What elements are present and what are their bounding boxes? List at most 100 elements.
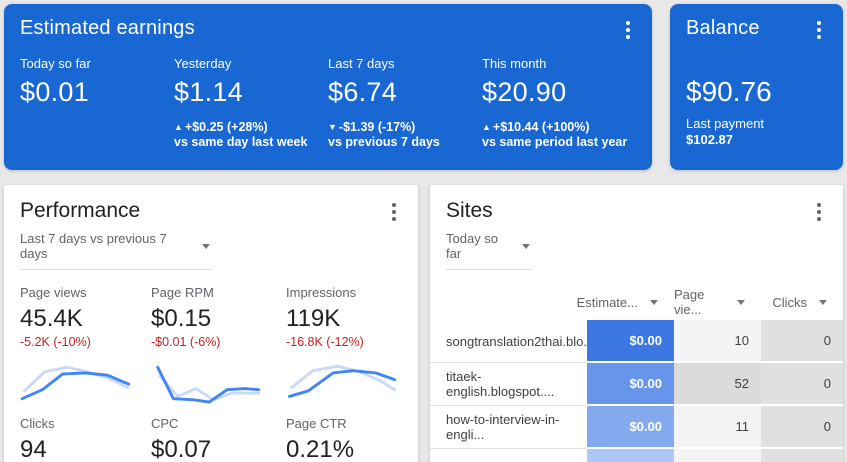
metric-value: 0.21% bbox=[286, 436, 355, 462]
page-views-cell: 11 bbox=[674, 406, 761, 449]
metric-change-text: -$1.39 (-17%) bbox=[338, 120, 416, 134]
down-arrow-icon: ▼ bbox=[328, 122, 337, 132]
metric-change: ▼ -$1.39 (-17%) bbox=[328, 120, 482, 134]
metric-last-7-days: Last 7 days $6.74 ▼ -$1.39 (-17%) vs prev… bbox=[328, 56, 482, 149]
rpm-sparkline bbox=[156, 365, 260, 404]
performance-column-impressions: Impressions 119K -16.8K (-12%) Page CTR … bbox=[286, 285, 402, 462]
sort-page-views[interactable]: Page vie... bbox=[674, 287, 761, 317]
sort-estimated-earnings[interactable]: Estimate... bbox=[577, 295, 674, 310]
performance-range-selector[interactable]: Last 7 days vs previous 7 days bbox=[20, 225, 212, 270]
metric-value: 45.4K bbox=[20, 305, 83, 332]
column-header-label: Page vie... bbox=[674, 287, 705, 317]
site-name bbox=[430, 449, 587, 462]
performance-column-pageviews: Page views 45.4K -5.2K (-10%) Clicks 94 … bbox=[20, 285, 151, 462]
column-header-label: Clicks bbox=[772, 294, 807, 310]
clicks-cell: 0 bbox=[761, 406, 843, 449]
clicks-cell: 0 bbox=[761, 363, 843, 406]
performance-metrics-grid: Page views 45.4K -5.2K (-10%) Clicks 94 … bbox=[20, 285, 402, 462]
metric-value: $0.07 bbox=[151, 436, 212, 462]
table-row: songtranslation2thai.blo... $0.00 10 0 bbox=[430, 320, 843, 363]
sites-header: Sites Today so far bbox=[430, 199, 843, 270]
more-options-icon[interactable] bbox=[386, 199, 402, 225]
chevron-down-icon bbox=[202, 243, 210, 249]
metric-today-so-far: Today so far $0.01 bbox=[20, 56, 174, 149]
metric-change: -16.8K (-12%) bbox=[286, 335, 364, 349]
estimated-earnings-header: Estimated earnings bbox=[20, 17, 636, 43]
last-payment-value: $102.87 bbox=[686, 132, 733, 147]
performance-card: Performance Last 7 days vs previous 7 da… bbox=[4, 185, 418, 462]
up-arrow-icon: ▲ bbox=[482, 122, 491, 132]
metric-compare: vs previous 7 days bbox=[328, 135, 440, 149]
balance-header: Balance bbox=[686, 17, 827, 43]
pageviews-sparkline bbox=[20, 365, 131, 401]
metric-value: $1.14 bbox=[174, 77, 244, 107]
chevron-down-icon bbox=[522, 243, 530, 249]
more-options-icon[interactable] bbox=[811, 17, 827, 43]
table-row: titaek-english.blogspot.... $0.00 52 0 bbox=[430, 363, 843, 406]
earnings-metrics-row: Today so far $0.01 Yesterday $1.14 ▲ +$0.… bbox=[20, 56, 636, 149]
metric-label: Yesterday bbox=[174, 56, 232, 71]
table-row: $0.00 bbox=[430, 449, 843, 462]
sites-card: Sites Today so far Estimate... Page bbox=[430, 185, 843, 462]
metric-value: $0.15 bbox=[151, 305, 212, 332]
metric-compare: vs same period last year bbox=[482, 135, 628, 149]
chevron-down-icon bbox=[819, 299, 827, 305]
balance-title: Balance bbox=[686, 17, 760, 39]
up-arrow-icon: ▲ bbox=[174, 122, 183, 132]
estimated-earnings-cell: $0.00 bbox=[587, 363, 674, 406]
performance-title: Performance bbox=[20, 199, 141, 222]
chevron-down-icon bbox=[737, 299, 745, 305]
last-payment-label: Last payment bbox=[686, 116, 765, 131]
table-row: how-to-interview-in-engli... $0.00 11 0 bbox=[430, 406, 843, 449]
estimated-earnings-cell: $0.00 bbox=[587, 320, 674, 363]
page-views-cell: 10 bbox=[674, 320, 761, 363]
metric-change-text: +$0.25 (+28%) bbox=[184, 120, 268, 134]
metric-label: Impressions bbox=[286, 285, 357, 300]
site-name: titaek-english.blogspot.... bbox=[430, 363, 587, 406]
more-options-icon[interactable] bbox=[620, 17, 636, 43]
clicks-cell bbox=[761, 449, 843, 462]
metric-label: Page CTR bbox=[286, 416, 347, 431]
chevron-down-icon bbox=[650, 299, 658, 305]
estimated-earnings-cell: $0.00 bbox=[587, 449, 674, 462]
range-selector-label: Last 7 days vs previous 7 days bbox=[20, 231, 167, 261]
sites-range-selector[interactable]: Today so far bbox=[446, 225, 532, 270]
page-views-cell bbox=[674, 449, 761, 462]
metric-label: Page RPM bbox=[151, 285, 214, 300]
metric-change: ▲ +$10.44 (+100%) bbox=[482, 120, 636, 134]
sort-clicks[interactable]: Clicks bbox=[761, 295, 843, 310]
performance-header: Performance bbox=[20, 199, 402, 225]
metric-label: Last 7 days bbox=[328, 56, 395, 71]
metric-change-text: +$10.44 (+100%) bbox=[492, 120, 590, 134]
bottom-row: Performance Last 7 days vs previous 7 da… bbox=[4, 185, 843, 462]
clicks-cell: 0 bbox=[761, 320, 843, 363]
metric-value: $0.01 bbox=[20, 77, 90, 107]
estimated-earnings-title: Estimated earnings bbox=[20, 17, 195, 39]
metric-value: $6.74 bbox=[328, 77, 398, 107]
sites-table-header-row: Estimate... Page vie... Clicks bbox=[430, 284, 843, 320]
estimated-earnings-cell: $0.00 bbox=[587, 406, 674, 449]
range-selector-label: Today so far bbox=[446, 231, 499, 261]
metric-label: Today so far bbox=[20, 56, 91, 71]
page-views-cell: 52 bbox=[674, 363, 761, 406]
metric-compare: vs same day last week bbox=[174, 135, 308, 149]
balance-value: $90.76 bbox=[686, 76, 772, 107]
metric-value: $20.90 bbox=[482, 77, 567, 107]
top-row: Estimated earnings Today so far $0.01 Ye… bbox=[4, 4, 843, 170]
performance-column-rpm: Page RPM $0.15 -$0.01 (-6%) CPC $0.07 -$… bbox=[151, 285, 286, 462]
metric-label: Page views bbox=[20, 285, 87, 300]
metric-yesterday: Yesterday $1.14 ▲ +$0.25 (+28%) vs same d… bbox=[174, 56, 328, 149]
more-options-icon[interactable] bbox=[811, 199, 827, 225]
balance-card: Balance $90.76 Last payment $102.87 bbox=[670, 4, 843, 170]
site-name: songtranslation2thai.blo... bbox=[430, 320, 594, 363]
metric-label: Clicks bbox=[20, 416, 55, 431]
metric-change: -5.2K (-10%) bbox=[20, 335, 91, 349]
metric-label: CPC bbox=[151, 416, 179, 431]
impressions-sparkline bbox=[287, 364, 397, 398]
estimated-earnings-card: Estimated earnings Today so far $0.01 Ye… bbox=[4, 4, 652, 170]
sites-table: Estimate... Page vie... Clicks songtrans… bbox=[430, 284, 843, 462]
metric-this-month: This month $20.90 ▲ +$10.44 (+100%) vs sa… bbox=[482, 56, 636, 149]
metric-value: 94 bbox=[20, 436, 47, 462]
metric-change: ▲ +$0.25 (+28%) bbox=[174, 120, 328, 134]
